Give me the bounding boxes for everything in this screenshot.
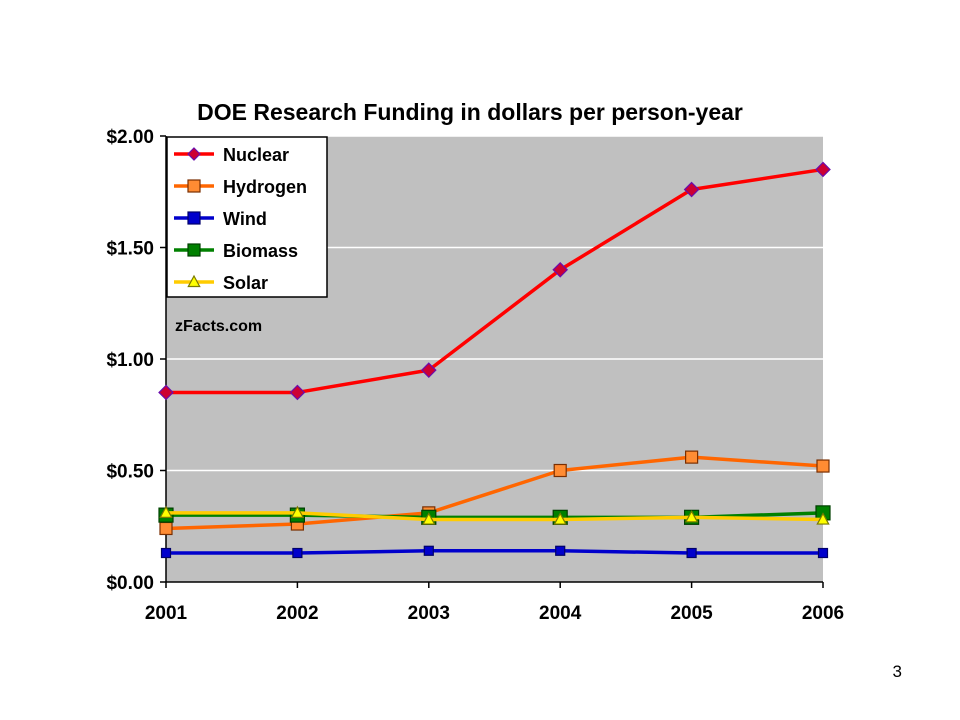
legend-marker-solar <box>187 274 201 288</box>
legend-marker-biomass <box>187 243 201 257</box>
series-solar <box>159 505 830 525</box>
series-nuclear <box>158 161 831 401</box>
series-line-solar <box>166 511 824 522</box>
data-point-solar <box>159 505 173 518</box>
legend-marker-nuclear <box>187 147 201 161</box>
data-point-solar <box>422 512 436 525</box>
data-point-solar <box>553 512 567 525</box>
data-point-nuclear <box>420 362 437 378</box>
legend-item-solar: Solar <box>174 273 268 293</box>
y-tick-label: $1.50 <box>106 239 154 260</box>
data-point-solar <box>290 505 305 518</box>
x-tick-label: 2004 <box>539 603 582 624</box>
series-line-wind <box>166 549 823 555</box>
data-point-wind <box>555 545 566 556</box>
data-point-nuclear <box>552 261 569 278</box>
data-point-wind <box>423 545 434 556</box>
series-line-nuclear <box>166 167 824 395</box>
x-tick-label: 2003 <box>408 603 450 624</box>
data-point-nuclear <box>158 384 174 401</box>
legend-marker-hydrogen <box>187 179 201 193</box>
data-point-wind <box>160 547 172 559</box>
y-tick-label: $1.00 <box>106 350 154 371</box>
data-point-nuclear <box>683 181 700 198</box>
legend: Nuclear Hydrogen Wind Biomass Solar <box>166 136 328 298</box>
legend-label-wind: Wind <box>223 209 267 229</box>
series-hydrogen <box>159 450 830 536</box>
legend-item-biomass: Biomass <box>174 241 298 261</box>
y-tick-label: $0.00 <box>106 573 154 594</box>
legend-marker-wind <box>187 211 201 225</box>
legend-label-hydrogen: Hydrogen <box>223 177 307 197</box>
data-point-hydrogen <box>553 463 567 478</box>
x-tick-label: 2006 <box>802 603 844 624</box>
axes: $0.00 $0.50 $1.00 $1.50 $2.00 2001 2002 2003 200… <box>106 127 844 624</box>
legend-item-wind: Wind <box>174 209 267 229</box>
watermark-text: zFacts.com <box>175 318 262 335</box>
legend-item-hydrogen: Hydrogen <box>174 177 307 197</box>
series-line-hydrogen <box>165 455 824 531</box>
legend-label-biomass: Biomass <box>223 241 298 261</box>
x-tick-label: 2002 <box>276 603 318 624</box>
data-point-wind <box>292 547 303 559</box>
series-wind <box>160 545 829 559</box>
data-point-hydrogen <box>684 450 699 464</box>
x-tick-label: 2005 <box>670 603 713 624</box>
data-point-hydrogen <box>159 521 173 536</box>
data-point-wind <box>817 547 829 559</box>
x-tick-label: 2001 <box>145 603 188 624</box>
y-tick-label: $2.00 <box>106 127 154 148</box>
data-point-hydrogen <box>816 459 830 473</box>
page-number: 3 <box>892 662 902 681</box>
data-point-wind <box>686 547 697 559</box>
data-point-nuclear <box>289 384 306 401</box>
legend-label-solar: Solar <box>223 273 268 293</box>
legend-label-nuclear: Nuclear <box>223 145 289 165</box>
chart-title: DOE Research Funding in dollars per pers… <box>197 99 743 125</box>
data-point-nuclear <box>815 161 831 178</box>
legend-item-nuclear: Nuclear <box>174 145 289 165</box>
series-layer <box>158 161 831 559</box>
data-point-solar <box>684 510 699 523</box>
data-point-solar <box>816 512 830 525</box>
y-tick-label: $0.50 <box>106 462 154 483</box>
